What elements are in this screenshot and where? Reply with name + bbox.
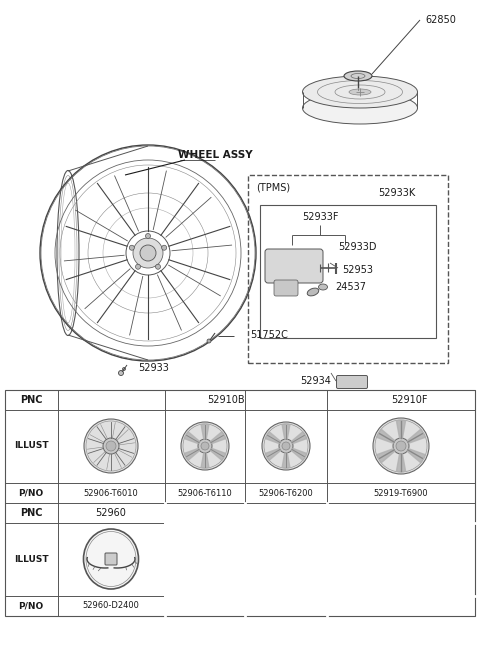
- Polygon shape: [210, 448, 226, 461]
- Polygon shape: [396, 420, 406, 438]
- Circle shape: [84, 419, 138, 473]
- Text: 52933F: 52933F: [302, 212, 338, 222]
- Polygon shape: [291, 432, 307, 443]
- Circle shape: [373, 418, 429, 474]
- Circle shape: [145, 233, 151, 238]
- Text: 52960: 52960: [96, 508, 126, 518]
- Polygon shape: [396, 454, 406, 472]
- Bar: [5, 390, 475, 616]
- Polygon shape: [377, 449, 395, 463]
- Text: 52953: 52953: [342, 265, 373, 275]
- Text: 52906-T6010: 52906-T6010: [84, 489, 138, 497]
- Polygon shape: [184, 448, 200, 461]
- Polygon shape: [407, 449, 425, 463]
- Polygon shape: [291, 448, 307, 461]
- Bar: [260, 205, 436, 338]
- Text: 62850: 62850: [425, 15, 456, 25]
- Text: P/NO: P/NO: [18, 602, 44, 610]
- Circle shape: [135, 264, 141, 269]
- Text: 52906-T6110: 52906-T6110: [178, 489, 232, 497]
- Circle shape: [140, 245, 156, 261]
- Circle shape: [133, 238, 163, 268]
- Bar: [248, 175, 448, 363]
- Text: (TPMS): (TPMS): [256, 183, 290, 193]
- Circle shape: [106, 441, 116, 451]
- Ellipse shape: [307, 288, 319, 296]
- Text: 52919-T6900: 52919-T6900: [374, 489, 428, 497]
- Circle shape: [198, 439, 212, 453]
- Ellipse shape: [302, 92, 418, 124]
- FancyBboxPatch shape: [274, 280, 298, 296]
- Ellipse shape: [344, 71, 372, 81]
- Polygon shape: [377, 429, 395, 443]
- Text: PNC: PNC: [20, 508, 42, 518]
- Text: ILLUST: ILLUST: [14, 442, 48, 451]
- Polygon shape: [282, 424, 290, 439]
- Polygon shape: [210, 432, 226, 443]
- Text: P/NO: P/NO: [18, 489, 44, 497]
- Text: 52906-T6200: 52906-T6200: [259, 489, 313, 497]
- Text: 52910F: 52910F: [391, 395, 427, 405]
- Text: ILLUST: ILLUST: [14, 555, 48, 564]
- Ellipse shape: [84, 529, 139, 589]
- Circle shape: [396, 441, 406, 451]
- Circle shape: [122, 367, 125, 371]
- Text: WHEEL ASSY: WHEEL ASSY: [178, 150, 252, 160]
- Ellipse shape: [349, 89, 371, 95]
- FancyBboxPatch shape: [265, 249, 323, 283]
- Ellipse shape: [319, 284, 327, 290]
- Polygon shape: [282, 453, 290, 468]
- Text: 52933D: 52933D: [338, 242, 376, 252]
- Circle shape: [181, 422, 229, 470]
- Text: 52933K: 52933K: [378, 188, 415, 198]
- Circle shape: [279, 439, 293, 453]
- Polygon shape: [265, 432, 281, 443]
- Circle shape: [201, 442, 209, 450]
- Circle shape: [129, 245, 134, 250]
- Text: PNC: PNC: [20, 395, 42, 405]
- Circle shape: [103, 438, 119, 454]
- Ellipse shape: [302, 76, 418, 108]
- Polygon shape: [201, 424, 209, 439]
- Circle shape: [119, 371, 123, 376]
- Circle shape: [207, 339, 211, 343]
- Text: 52933: 52933: [138, 363, 169, 373]
- Circle shape: [282, 442, 290, 450]
- Text: 52910B: 52910B: [207, 395, 245, 405]
- Text: 51752C: 51752C: [250, 330, 288, 340]
- FancyBboxPatch shape: [105, 553, 117, 565]
- Circle shape: [393, 438, 409, 454]
- Polygon shape: [407, 429, 425, 443]
- Polygon shape: [184, 432, 200, 443]
- Circle shape: [262, 422, 310, 470]
- Text: 52960-D2400: 52960-D2400: [83, 602, 139, 610]
- Polygon shape: [201, 453, 209, 468]
- Text: 24537: 24537: [335, 282, 366, 292]
- Circle shape: [156, 264, 160, 269]
- FancyBboxPatch shape: [336, 376, 368, 388]
- Text: 52934: 52934: [300, 376, 331, 386]
- Polygon shape: [265, 448, 281, 461]
- Circle shape: [162, 245, 167, 250]
